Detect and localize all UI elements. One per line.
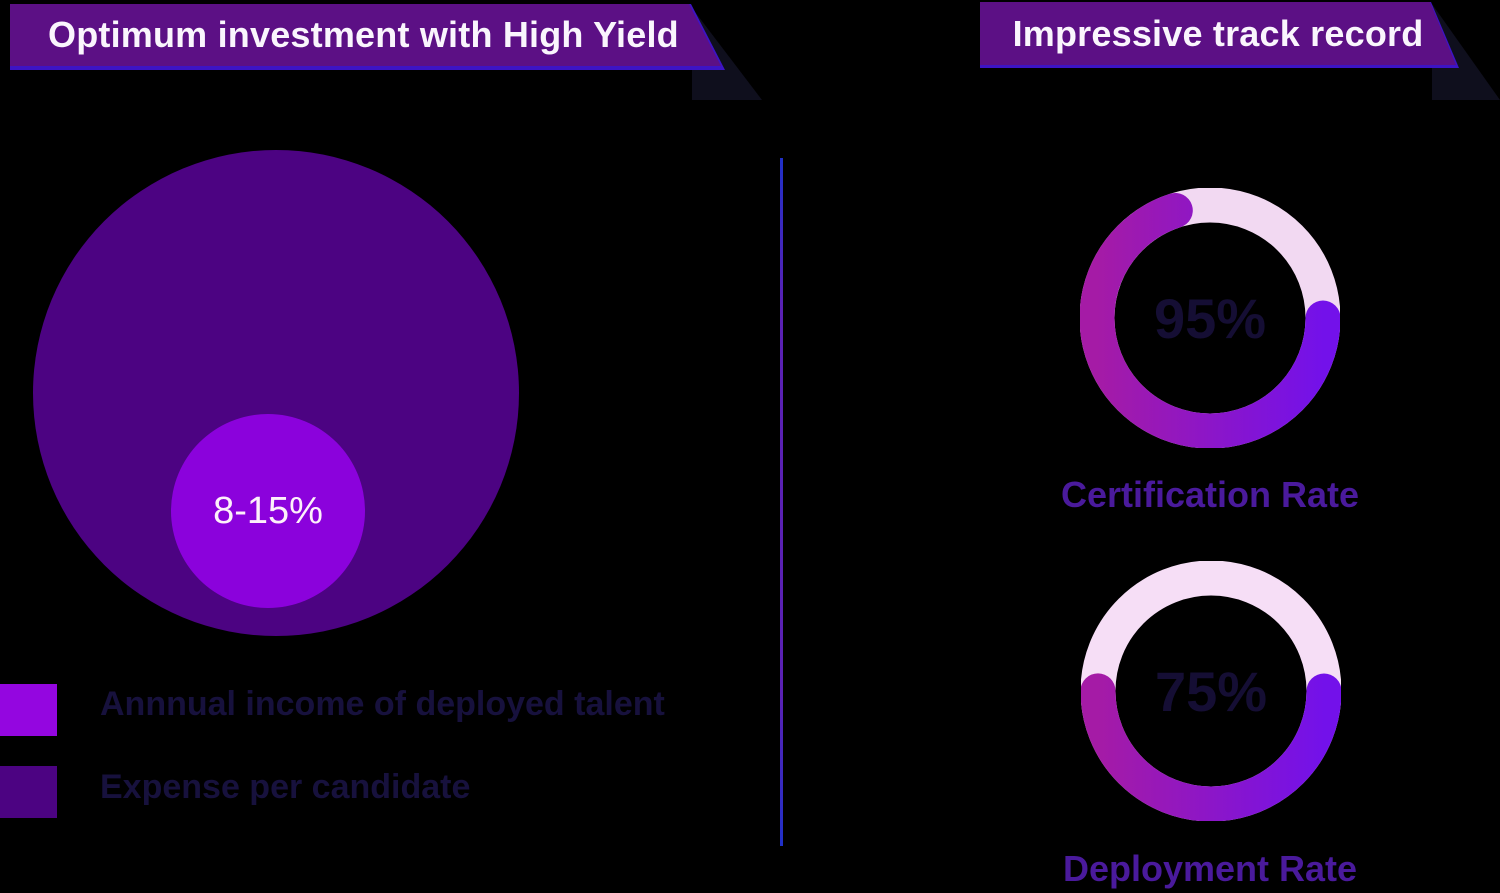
left-banner-title: Optimum investment with High Yield: [48, 14, 679, 55]
deployment-donut-svg: [1081, 561, 1341, 821]
deployment-donut-value: 75%: [1154, 659, 1268, 723]
left-banner: Optimum investment with High Yield: [10, 4, 721, 66]
right-banner: Impressive track record: [980, 2, 1456, 65]
deployment-donut: 75%: [1081, 561, 1341, 821]
legend-swatch-income: [0, 684, 57, 736]
right-banner-title: Impressive track record: [1012, 12, 1424, 54]
legend-label-expense: Expense per candidate: [100, 768, 471, 806]
income-bubble-value: 8-15%: [213, 489, 323, 532]
deployment-donut-caption: Deployment Rate: [1062, 848, 1358, 889]
income-bubble: 8-15%: [171, 414, 365, 608]
certification-donut-svg: [1080, 188, 1340, 448]
certification-donut-caption: Certification Rate: [1060, 474, 1360, 515]
legend-label-income: Annnual income of deployed talent: [100, 685, 665, 723]
donut-arc: [1080, 188, 1340, 448]
certification-donut-value: 95%: [1153, 286, 1267, 350]
certification-donut: 95%: [1080, 188, 1340, 448]
legend-swatch-expense: [0, 766, 57, 818]
donut-arc: [1081, 561, 1341, 821]
section-divider: [780, 158, 783, 846]
